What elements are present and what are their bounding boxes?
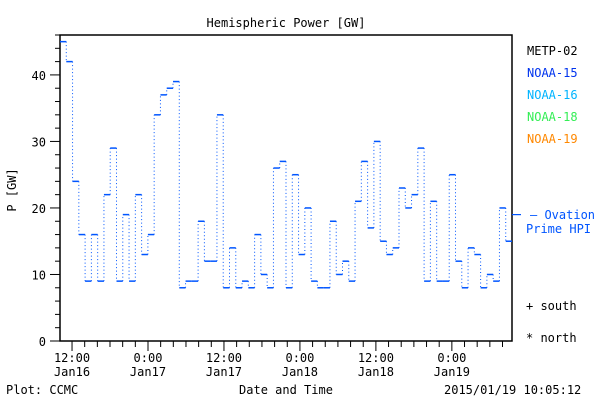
y-tick-label: 40 <box>32 69 46 83</box>
x-tick-label-time: 0:00 <box>285 351 314 365</box>
series-noaa-15 <box>60 40 512 289</box>
plot-credit: Plot: CCMC <box>6 383 78 397</box>
legend-entry: NOAA-16 <box>527 88 578 102</box>
y-axis-label: P [GW] <box>5 168 19 211</box>
legend-entry: NOAA-19 <box>527 132 578 146</box>
y-tick-label: 30 <box>32 135 46 149</box>
x-tick-label-date: Jan19 <box>434 365 470 379</box>
x-axis: 12:00Jan160:00Jan1712:00Jan170:00Jan1812… <box>54 341 504 379</box>
x-tick-label-time: 12:00 <box>358 351 394 365</box>
x-tick-label-time: 12:00 <box>206 351 242 365</box>
legend: METP-02 NOAA-15 NOAA-16 NOAA-18 NOAA-19 <box>527 44 578 146</box>
plot-frame <box>59 34 513 342</box>
y-tick-label: 20 <box>32 202 46 216</box>
x-tick-label-date: Jan18 <box>358 365 394 379</box>
ovation-label-2: Prime HPI <box>526 222 591 236</box>
north-marker-label: * north <box>526 331 577 345</box>
south-marker-label: + south <box>526 299 577 313</box>
x-tick-label-date: Jan18 <box>282 365 318 379</box>
x-tick-label-time: 12:00 <box>54 351 90 365</box>
plot-timestamp: 2015/01/19 10:05:12 <box>444 383 581 397</box>
x-tick-label-date: Jan17 <box>206 365 242 379</box>
ovation-label-1: — Ovation <box>530 208 595 222</box>
x-tick-label-date: Jan16 <box>54 365 90 379</box>
chart-title: Hemispheric Power [GW] <box>207 16 366 30</box>
y-axis: 0 10 20 30 40 <box>32 34 60 349</box>
x-axis-label: Date and Time <box>239 383 333 397</box>
y-tick-label: 0 <box>39 335 46 349</box>
y-tick-label: 10 <box>32 268 46 282</box>
x-tick-label-time: 0:00 <box>134 351 163 365</box>
x-tick-label-time: 0:00 <box>437 351 466 365</box>
legend-entry: NOAA-18 <box>527 110 578 124</box>
legend-entry: NOAA-15 <box>527 66 578 80</box>
x-tick-label-date: Jan17 <box>130 365 166 379</box>
legend-entry: METP-02 <box>527 44 578 58</box>
